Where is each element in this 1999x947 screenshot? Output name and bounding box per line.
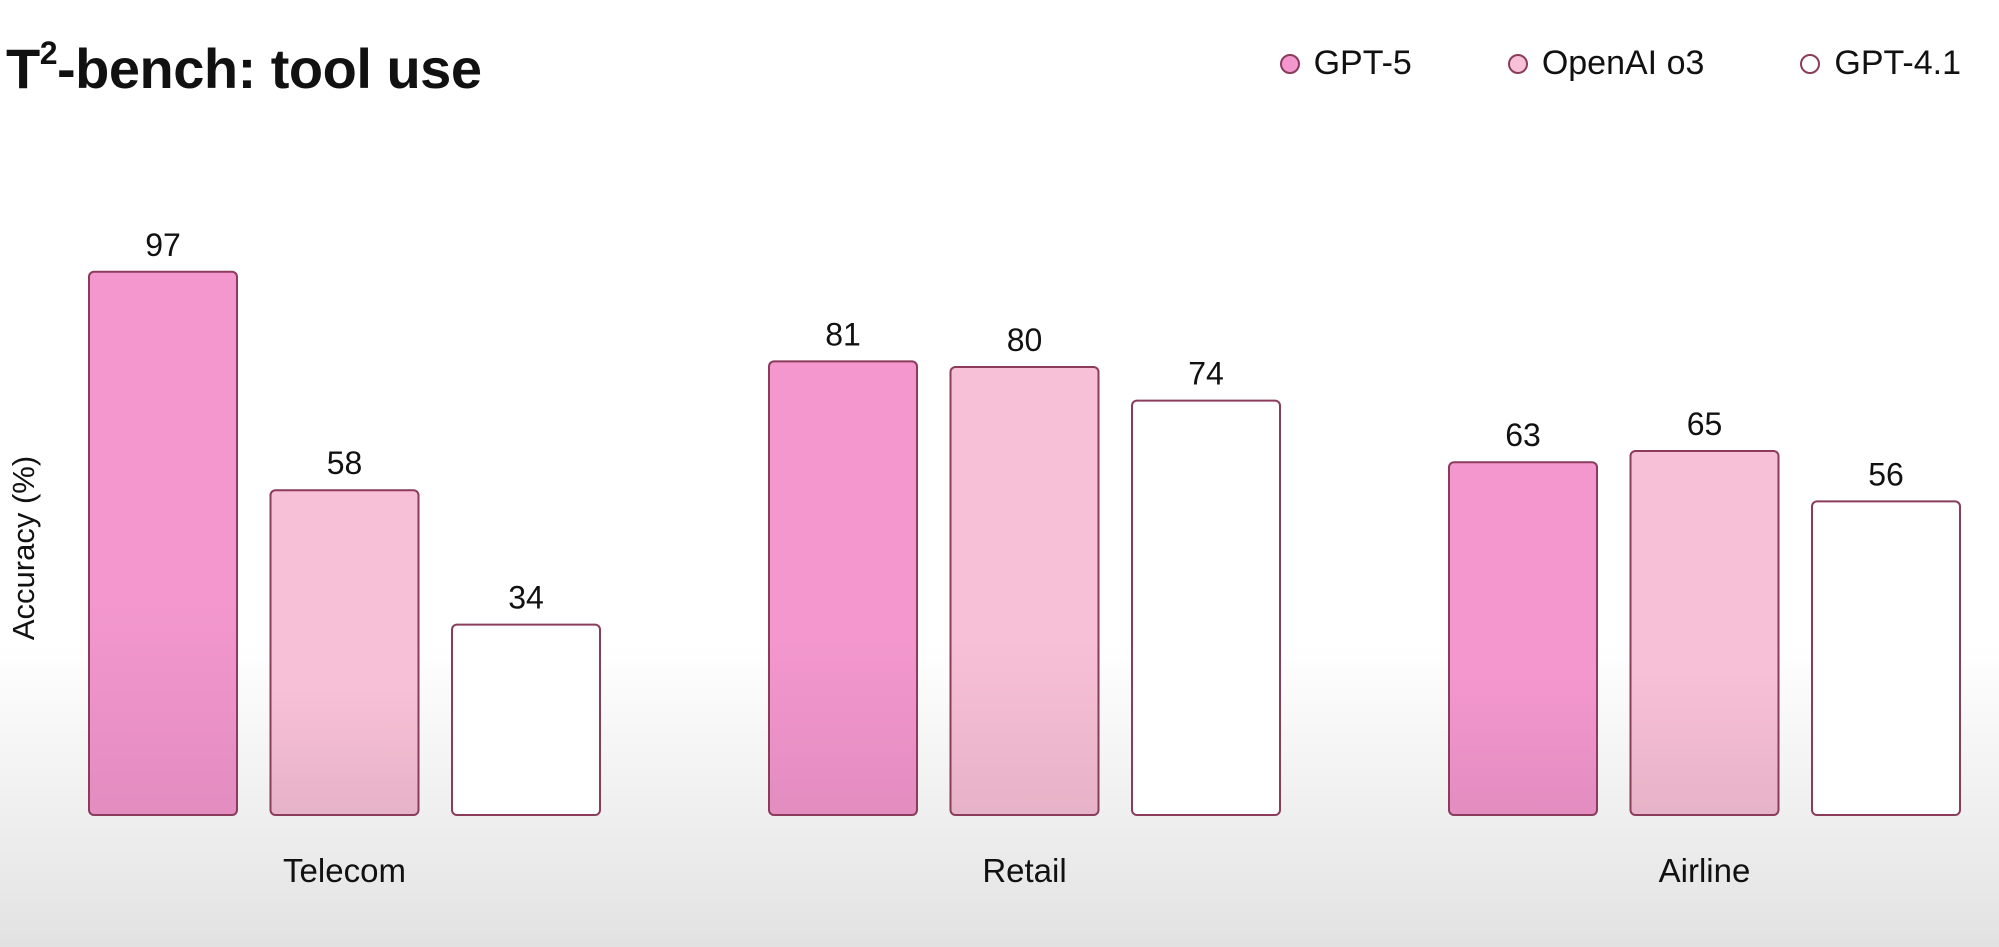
bar-group-airline: 63 65 56 <box>1448 406 1961 816</box>
title-superscript: 2 <box>39 35 58 71</box>
bar-retail-gpt-4-1 <box>1131 399 1281 816</box>
value-label-airline-openai-o3: 65 <box>1687 406 1723 442</box>
legend: GPT-5 OpenAI o3 GPT-4.1 <box>1279 44 1961 83</box>
legend-label-gpt-5: GPT-5 <box>1313 44 1412 82</box>
bar-shade-telecom-gpt-5 <box>90 272 236 814</box>
category-label-telecom: Telecom <box>283 852 406 889</box>
legend-item-gpt-5: GPT-5 <box>1279 44 1412 83</box>
value-label-telecom-openai-o3: 58 <box>327 445 363 481</box>
bar-shade-retail-gpt-5 <box>770 362 916 814</box>
title-rest: -bench: tool use <box>57 37 482 100</box>
bar-shade-airline-gpt-5 <box>1450 463 1596 814</box>
value-label-airline-gpt-4-1: 56 <box>1868 456 1904 492</box>
value-label-telecom-gpt-4-1: 34 <box>508 580 544 616</box>
value-label-retail-gpt-4-1: 74 <box>1188 356 1224 392</box>
legend-label-openai-o3: OpenAI o3 <box>1541 44 1705 82</box>
value-label-retail-gpt-5: 81 <box>825 316 861 352</box>
bar-shade-airline-openai-o3 <box>1631 452 1778 814</box>
title-main: T <box>6 37 40 100</box>
bar-shade-retail-openai-o3 <box>951 368 1098 814</box>
legend-swatch-gpt-5 <box>1279 53 1300 74</box>
category-label-retail: Retail <box>982 852 1066 889</box>
legend-label-gpt-4-1: GPT-4.1 <box>1834 44 1961 82</box>
legend-swatch-gpt-4-1 <box>1800 53 1821 74</box>
value-label-retail-openai-o3: 80 <box>1007 322 1043 358</box>
bar-airline-gpt-4-1 <box>1811 500 1961 816</box>
legend-item-openai-o3: OpenAI o3 <box>1507 44 1705 83</box>
value-label-airline-gpt-5: 63 <box>1505 417 1541 453</box>
bar-telecom-gpt-4-1 <box>451 623 601 816</box>
bar-group-retail: 81 80 74 <box>768 316 1281 816</box>
chart-title: T2-bench: tool use <box>6 35 482 101</box>
category-label-airline: Airline <box>1659 852 1751 889</box>
value-label-telecom-gpt-5: 97 <box>145 227 181 263</box>
bar-group-telecom: 97 58 34 <box>88 227 601 816</box>
bars-group: 97 58 34 81 80 74 63 65 56 <box>88 227 1961 816</box>
legend-item-gpt-4-1: GPT-4.1 <box>1800 44 1961 83</box>
legend-swatch-openai-o3 <box>1507 53 1528 74</box>
bar-shade-telecom-openai-o3 <box>271 491 418 814</box>
